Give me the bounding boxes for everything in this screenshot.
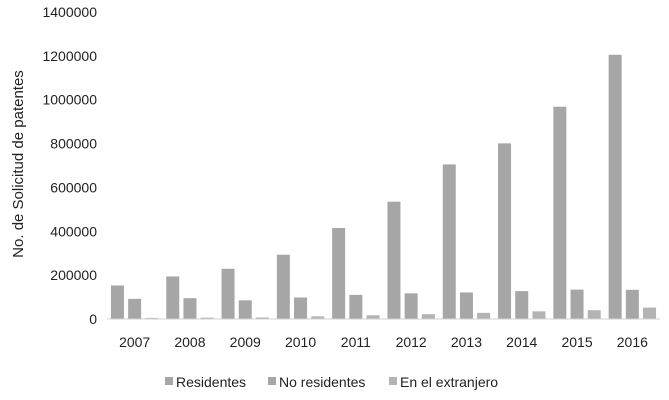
bar-2-2009: [238, 300, 252, 319]
bar-2-2015: [570, 289, 584, 319]
bar-3-2013: [477, 312, 491, 319]
bar-1-2008: [166, 276, 180, 319]
y-tick-label: 1000000: [42, 92, 97, 108]
bar-2-2013: [459, 292, 473, 319]
bar-2-2008: [183, 298, 197, 319]
legend-label: En el extranjero: [400, 374, 498, 390]
y-axis-ticks: 0 200000 400000 600000 800000 1000000 1200000 1…: [42, 4, 97, 327]
y-axis-title: No. de Solicitud de patentes: [10, 70, 27, 258]
legend-swatch: [389, 377, 397, 385]
legend-label: Residentes: [176, 374, 246, 390]
x-tick-label: 2011: [341, 334, 371, 350]
x-tick-label: 2009: [230, 334, 261, 350]
bars: [110, 54, 657, 320]
x-tick-label: 2016: [617, 334, 648, 350]
y-tick-label: 400000: [50, 223, 97, 239]
bar-2-2010: [294, 297, 308, 319]
bar-1-2009: [221, 268, 235, 319]
x-tick-label: 2014: [506, 334, 537, 350]
bar-1-2010: [276, 254, 290, 319]
bar-1-2013: [442, 164, 456, 319]
bar-1-2007: [110, 285, 124, 319]
bar-1-2016: [608, 54, 622, 320]
x-tick-label: 2013: [451, 334, 482, 350]
x-axis-ticks: 2007 2008 2009 2010 2011 2012 2013 2014 2015 2016: [119, 334, 648, 350]
legend: Residentes No residentes En el extranjero: [165, 374, 498, 390]
y-tick-label: 1200000: [42, 48, 97, 64]
legend-swatch: [268, 377, 276, 385]
bar-3-2012: [421, 314, 435, 319]
bar-2-2011: [349, 294, 363, 319]
legend-label: No residentes: [279, 374, 365, 390]
bar-3-2007: [145, 317, 159, 319]
bar-3-2015: [587, 310, 601, 319]
bar-2-2014: [515, 291, 529, 319]
bar-3-2008: [200, 317, 214, 319]
y-tick-label: 200000: [50, 267, 97, 283]
legend-swatch: [165, 377, 173, 385]
x-tick-label: 2010: [285, 334, 316, 350]
x-tick-label: 2007: [119, 334, 150, 350]
bar-3-2014: [532, 311, 546, 319]
bar-3-2011: [366, 315, 380, 319]
bar-3-2010: [311, 316, 325, 319]
y-tick-label: 600000: [50, 179, 97, 195]
bar-3-2016: [643, 307, 657, 319]
y-tick-label: 800000: [50, 136, 97, 152]
bar-1-2011: [332, 227, 346, 319]
x-tick-label: 2012: [396, 334, 427, 350]
bar-1-2014: [498, 143, 512, 319]
bar-2-2012: [404, 293, 418, 319]
y-tick-label: 1400000: [42, 4, 97, 20]
bar-1-2015: [553, 106, 567, 319]
bar-2-2007: [128, 298, 142, 319]
bar-2-2016: [625, 289, 639, 319]
x-tick-label: 2008: [174, 334, 205, 350]
bar-3-2009: [255, 317, 269, 319]
bar-1-2012: [387, 201, 401, 319]
y-tick-label: 0: [89, 311, 97, 327]
x-tick-label: 2015: [561, 334, 592, 350]
